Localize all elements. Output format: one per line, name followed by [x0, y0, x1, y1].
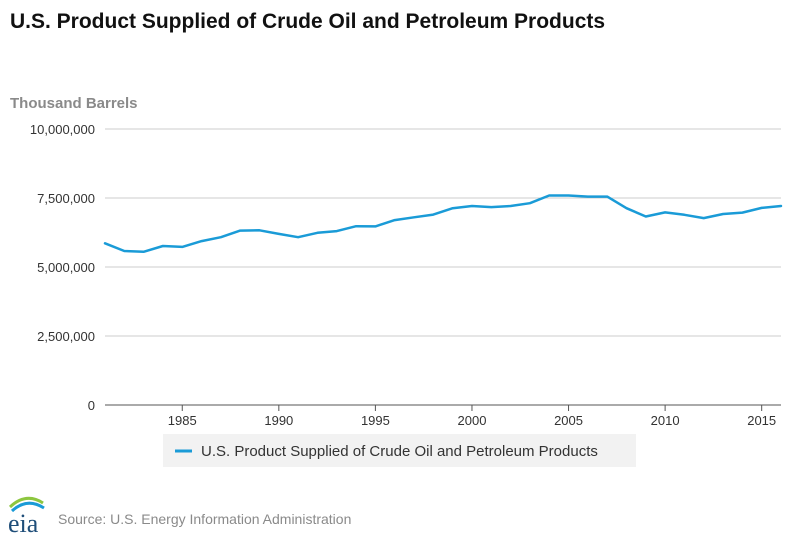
y-axis-label: Thousand Barrels — [10, 95, 138, 112]
legend-label: U.S. Product Supplied of Crude Oil and P… — [201, 443, 598, 460]
footer: eia Source: U.S. Energy Information Admi… — [8, 496, 351, 534]
chart-title: U.S. Product Supplied of Crude Oil and P… — [10, 10, 606, 33]
x-axis-ticks: 1985 1990 1995 2000 2005 2010 2015 — [168, 405, 776, 428]
eia-logo: eia — [8, 496, 45, 534]
eia-logo-text: eia — [8, 509, 39, 534]
y-tick-label: 10,000,000 — [30, 122, 95, 137]
x-tick-label: 2000 — [458, 413, 487, 428]
y-tick-label: 0 — [88, 398, 95, 413]
source-text: Source: U.S. Energy Information Administ… — [58, 511, 351, 527]
y-axis-ticks: 0 2,500,000 5,000,000 7,500,000 10,000,000 — [30, 122, 95, 413]
grid — [105, 128, 781, 406]
x-tick-label: 1990 — [264, 413, 293, 428]
legend-box — [163, 434, 636, 467]
x-tick-label: 1995 — [361, 413, 390, 428]
y-tick-label: 2,500,000 — [37, 329, 95, 344]
y-tick-label: 5,000,000 — [37, 260, 95, 275]
x-tick-label: 2015 — [747, 413, 776, 428]
x-tick-label: 2010 — [651, 413, 680, 428]
logo-arc-blue — [10, 501, 45, 513]
logo-arc-green — [8, 496, 44, 509]
y-tick-label: 7,500,000 — [37, 191, 95, 206]
x-tick-label: 2005 — [554, 413, 583, 428]
series-layer — [103, 194, 783, 254]
legend[interactable]: U.S. Product Supplied of Crude Oil and P… — [163, 434, 636, 467]
series-line — [103, 194, 783, 254]
x-tick-label: 1985 — [168, 413, 197, 428]
